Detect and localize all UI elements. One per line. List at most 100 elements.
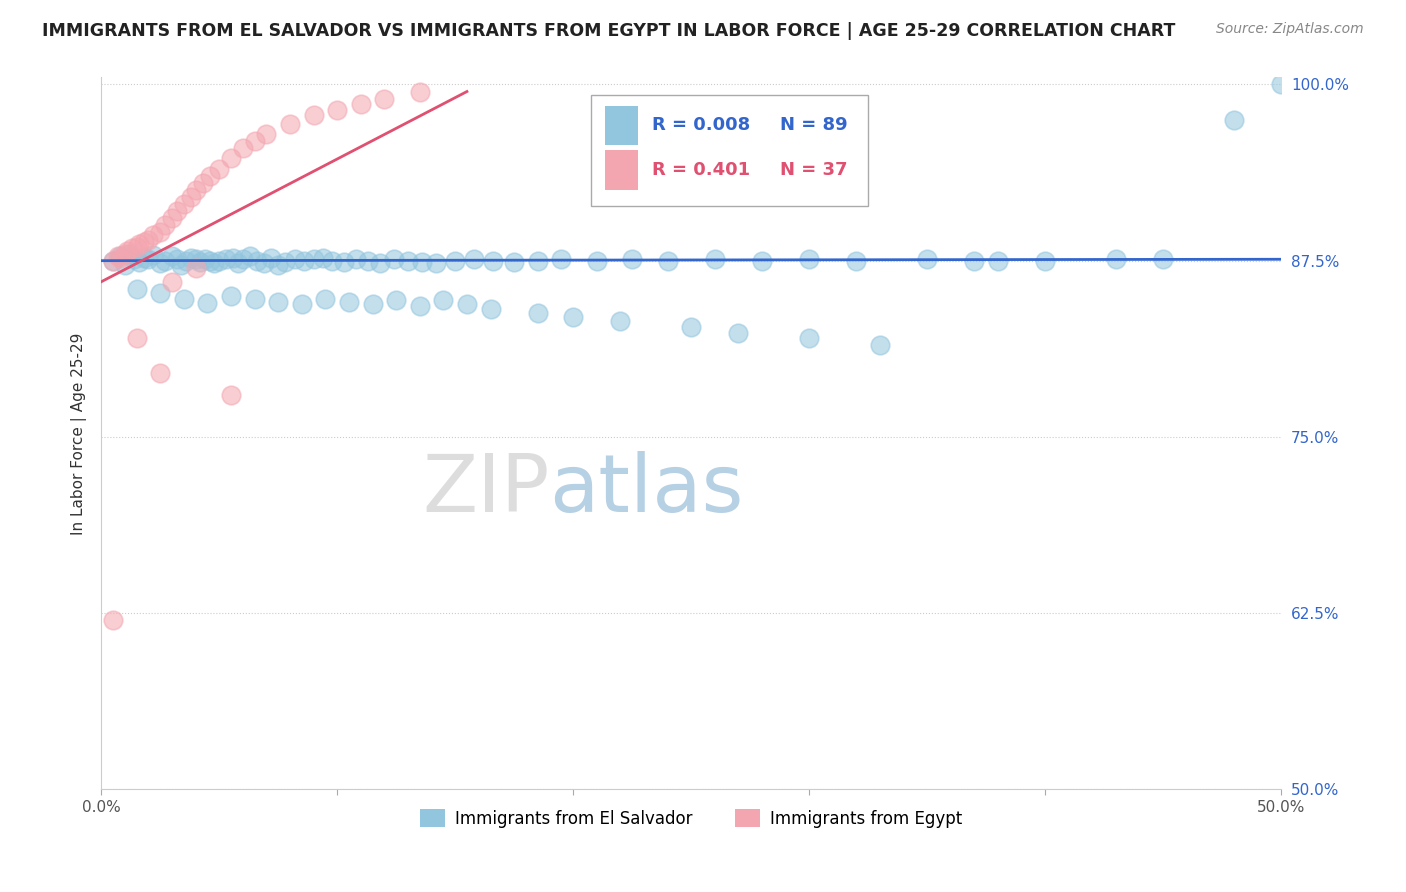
Point — [1033, 253, 1056, 268]
Point — [368, 256, 391, 270]
Point — [115, 244, 138, 258]
Y-axis label: In Labor Force | Age 25-29: In Labor Force | Age 25-29 — [72, 332, 87, 534]
Text: N = 37: N = 37 — [779, 161, 846, 179]
Point — [425, 256, 447, 270]
Point — [232, 141, 254, 155]
Point — [184, 260, 207, 275]
Point — [153, 253, 176, 268]
Text: atlas: atlas — [550, 451, 744, 529]
Point — [253, 256, 276, 270]
Point — [350, 97, 373, 112]
Point — [101, 613, 124, 627]
Bar — [605, 105, 638, 145]
Point — [208, 253, 231, 268]
Bar — [605, 151, 638, 189]
Point — [184, 252, 207, 267]
Point — [198, 253, 221, 268]
Point — [132, 235, 155, 250]
Point — [108, 249, 131, 263]
Point — [243, 292, 266, 306]
Point — [243, 134, 266, 148]
Point — [219, 387, 242, 401]
Point — [291, 297, 314, 311]
Point — [239, 249, 262, 263]
Point — [409, 299, 432, 313]
Point — [170, 258, 193, 272]
Point — [267, 294, 290, 309]
Point — [149, 226, 172, 240]
Point — [132, 251, 155, 265]
Point — [526, 253, 548, 268]
Point — [797, 331, 820, 345]
Point — [321, 253, 343, 268]
Point — [114, 258, 136, 272]
Point — [314, 292, 336, 306]
FancyBboxPatch shape — [591, 95, 868, 205]
Point — [128, 236, 150, 251]
Point — [142, 248, 165, 262]
Point — [149, 286, 172, 301]
Point — [260, 251, 283, 265]
Point — [562, 310, 585, 324]
Point — [357, 253, 380, 268]
Point — [184, 183, 207, 197]
Text: R = 0.401: R = 0.401 — [652, 161, 751, 179]
Point — [173, 197, 195, 211]
Point — [125, 282, 148, 296]
Point — [160, 211, 183, 226]
Point — [1152, 252, 1174, 267]
Point — [456, 297, 478, 311]
Point — [463, 252, 485, 267]
Text: Source: ZipAtlas.com: Source: ZipAtlas.com — [1216, 22, 1364, 37]
Point — [121, 241, 143, 255]
Point — [108, 251, 131, 265]
Point — [125, 331, 148, 345]
Point — [869, 338, 891, 352]
Point — [180, 190, 202, 204]
Point — [114, 246, 136, 260]
Point — [166, 204, 188, 219]
Point — [166, 252, 188, 267]
Point — [963, 253, 986, 268]
Point — [361, 297, 384, 311]
Point — [751, 253, 773, 268]
Point — [149, 367, 172, 381]
Point — [160, 249, 183, 263]
Point — [987, 253, 1010, 268]
Text: ZIP: ZIP — [422, 451, 550, 529]
Point — [326, 103, 349, 117]
Point — [444, 253, 467, 268]
Point — [482, 253, 505, 268]
Point — [101, 253, 124, 268]
Point — [409, 85, 432, 99]
Point — [302, 252, 325, 267]
Point — [136, 252, 159, 267]
Point — [128, 255, 150, 269]
Point — [208, 162, 231, 177]
Point — [411, 255, 433, 269]
Point — [202, 256, 225, 270]
Point — [274, 255, 297, 269]
Point — [845, 253, 868, 268]
Point — [149, 256, 172, 270]
Point — [503, 255, 526, 269]
Point — [188, 255, 211, 269]
Point — [915, 252, 938, 267]
Point — [703, 252, 725, 267]
Point — [136, 233, 159, 247]
Point — [385, 293, 408, 307]
Point — [302, 108, 325, 122]
Point — [797, 252, 820, 267]
Point — [173, 292, 195, 306]
Point — [333, 255, 356, 269]
Point — [215, 252, 238, 267]
Point — [526, 306, 548, 320]
Point — [373, 92, 395, 106]
Point — [382, 252, 405, 267]
Point — [479, 301, 502, 316]
Point — [191, 176, 214, 190]
Point — [278, 117, 301, 131]
Point — [125, 239, 148, 253]
Point — [153, 219, 176, 233]
Point — [222, 251, 245, 265]
